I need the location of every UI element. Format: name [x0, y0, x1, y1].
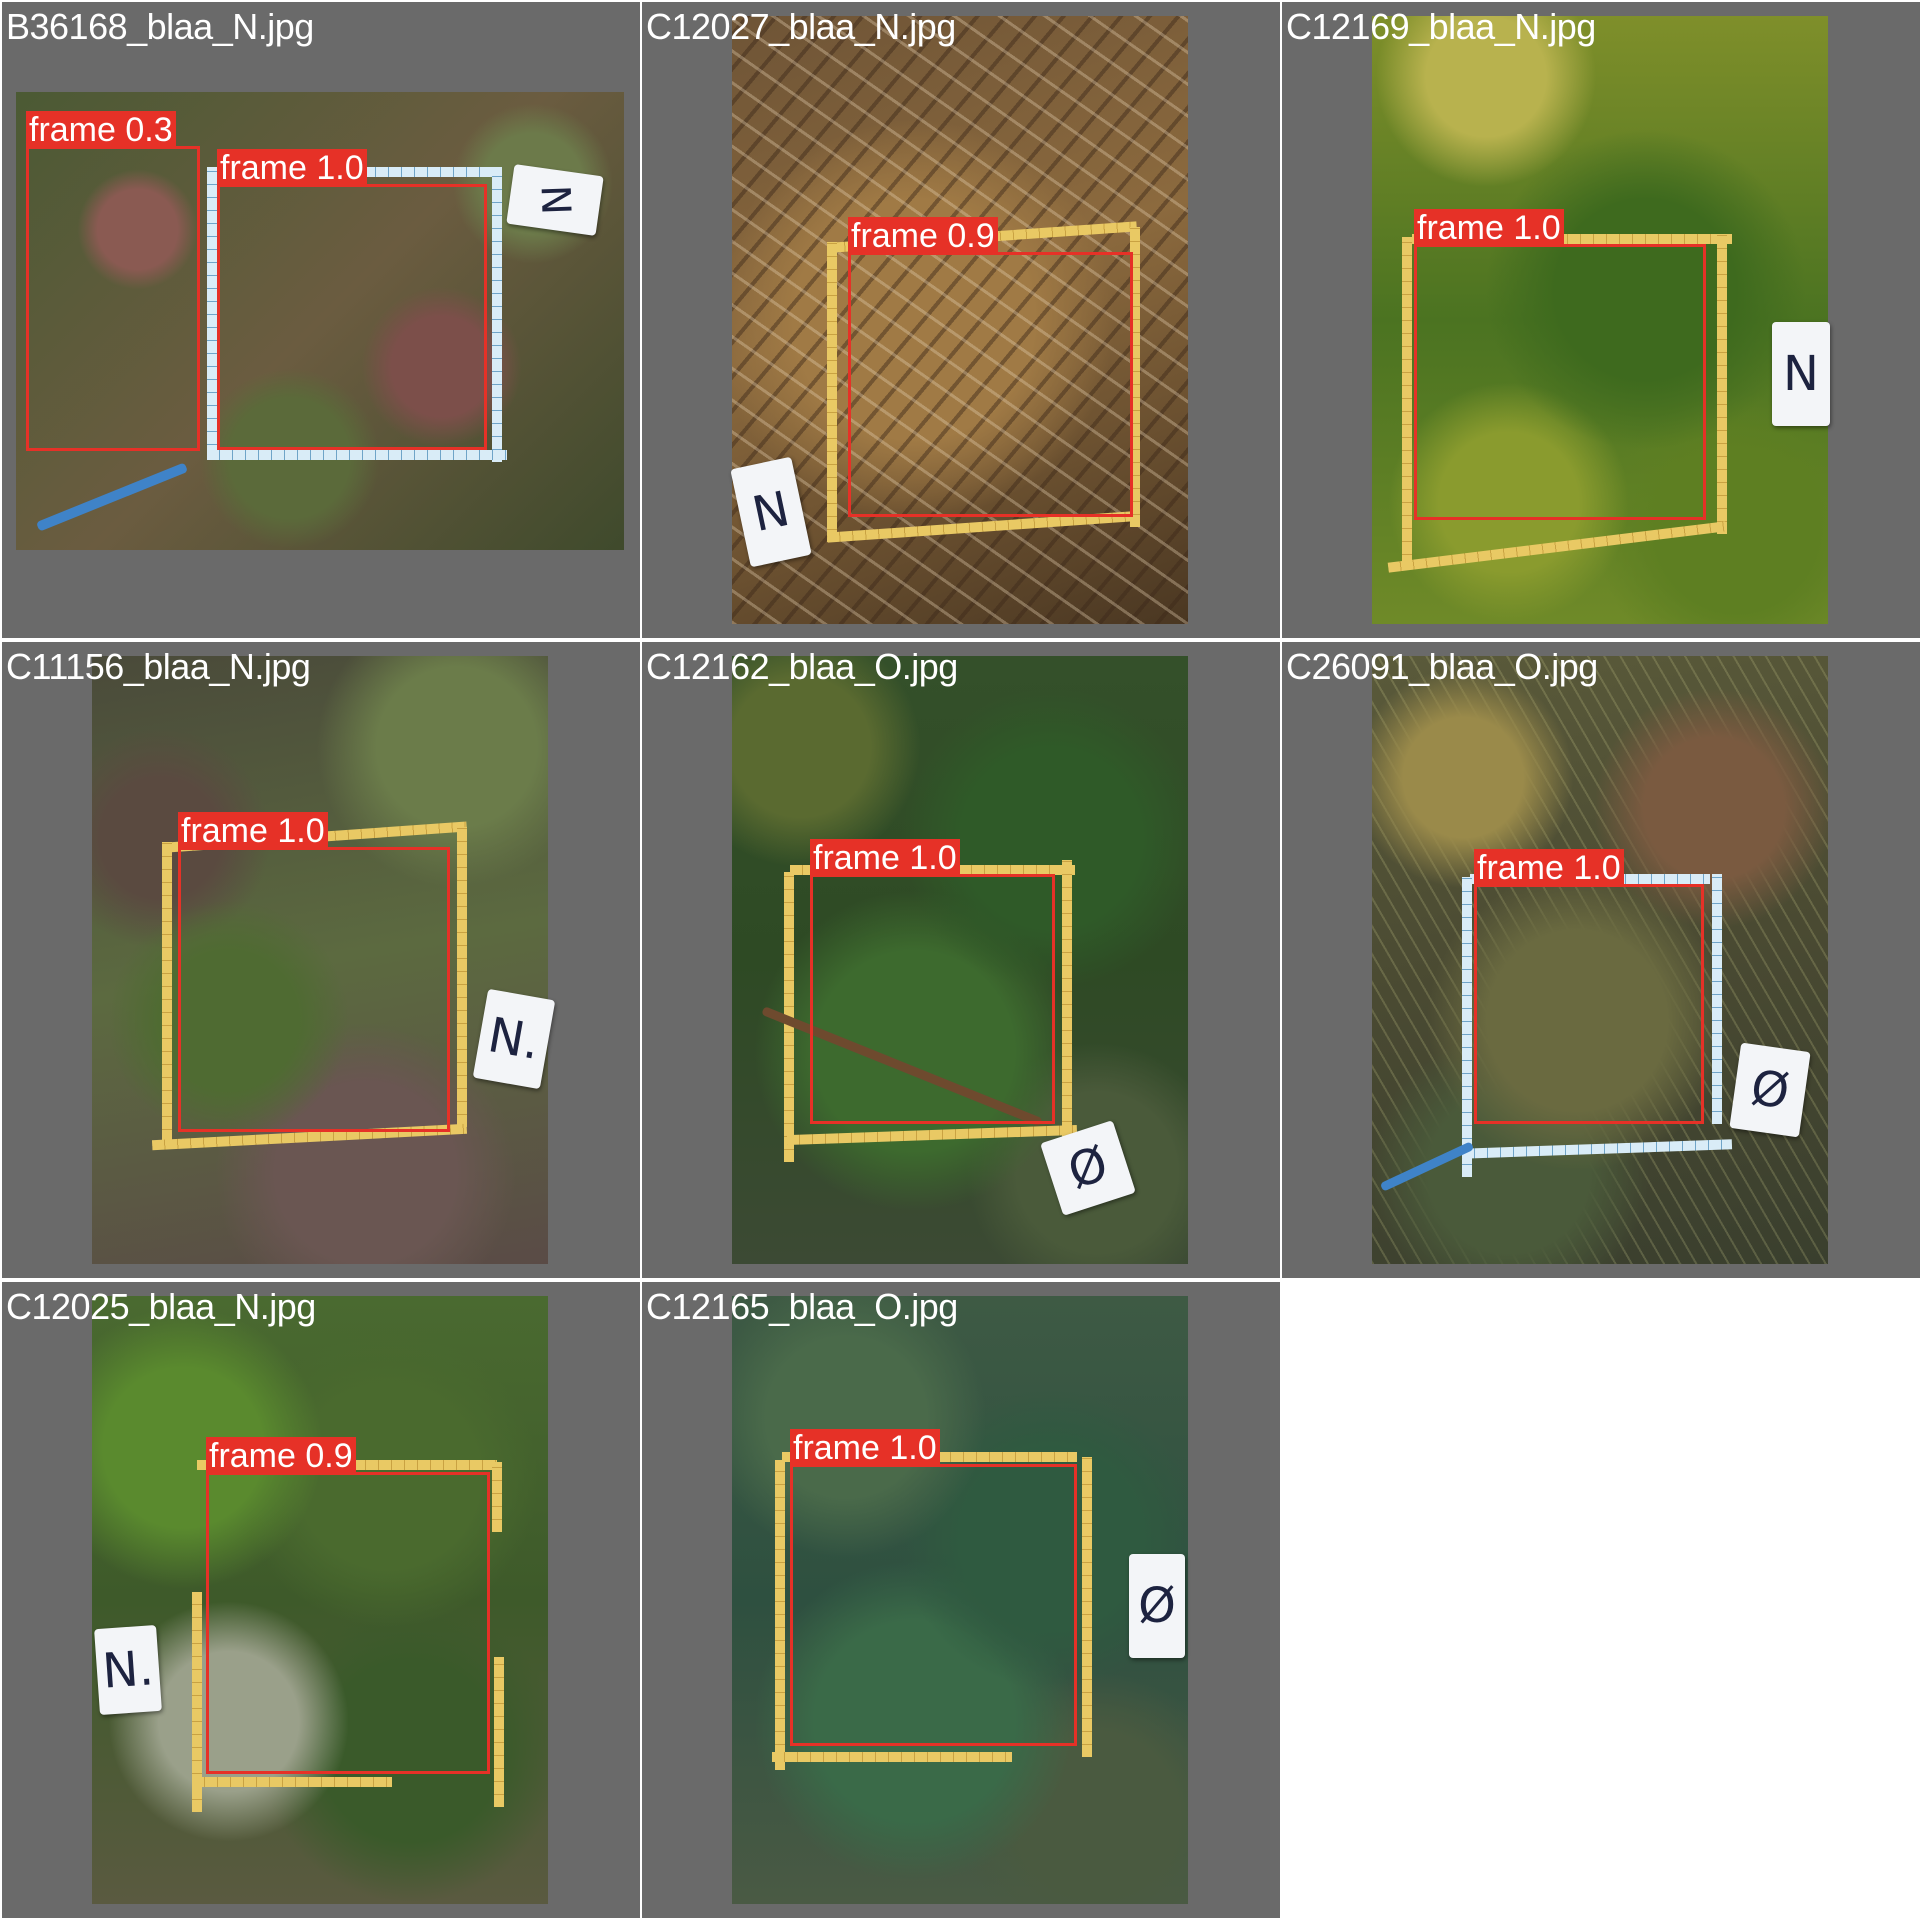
- detection-label: frame 1.0: [1414, 209, 1564, 247]
- result-cell: Ø frame 1.0 C12165_blaa_O.jpg: [642, 1282, 1280, 1918]
- marker-text: N: [747, 480, 795, 544]
- measuring-rule: [1462, 877, 1472, 1177]
- detection-box: frame 1.0: [1414, 209, 1706, 520]
- direction-marker-card: Ø: [1729, 1042, 1811, 1138]
- detection-box: frame 0.9: [206, 1437, 490, 1774]
- field-photo: [92, 1296, 548, 1904]
- direction-marker-card: Ø: [1129, 1554, 1185, 1658]
- measuring-rule: [772, 1752, 1012, 1762]
- detection-label: frame 1.0: [810, 839, 960, 877]
- result-cell: N frame 0.9 C12027_blaa_N.jpg: [642, 2, 1280, 638]
- direction-marker-card: N: [506, 164, 604, 236]
- measuring-rule: [1062, 860, 1072, 1160]
- result-cell: Ø frame 1.0 C12162_blaa_O.jpg: [642, 642, 1280, 1278]
- field-photo: [1372, 656, 1828, 1264]
- field-photo: [1372, 16, 1828, 624]
- result-cell: Ø frame 1.0 C26091_blaa_O.jpg: [1282, 642, 1920, 1278]
- detection-label: frame 0.9: [848, 217, 998, 255]
- result-cell: N. frame 1.0 C11156_blaa_N.jpg: [2, 642, 640, 1278]
- detection-label: frame 0.9: [206, 1437, 356, 1475]
- measuring-rule: [457, 827, 467, 1127]
- detection-box: frame 1.0: [217, 149, 487, 450]
- detection-box: frame 1.0: [790, 1429, 1077, 1746]
- image-filename: C11156_blaa_N.jpg: [6, 646, 311, 687]
- detection-label: frame 1.0: [217, 149, 367, 187]
- measuring-rule: [492, 167, 502, 462]
- measuring-rule: [1712, 874, 1722, 1124]
- marker-text: N.: [483, 1006, 545, 1072]
- measuring-rule: [1082, 1457, 1092, 1757]
- marker-text: N: [1783, 346, 1819, 402]
- direction-marker-card: N.: [94, 1624, 162, 1716]
- detection-box: frame 1.0: [1474, 849, 1704, 1124]
- empty-cell: [1282, 1282, 1920, 1918]
- marker-text: N.: [100, 1640, 156, 1700]
- measuring-rule: [1130, 227, 1140, 527]
- image-filename: C12169_blaa_N.jpg: [1286, 6, 1596, 47]
- detection-box: frame 0.3: [26, 111, 200, 451]
- detection-label: frame 1.0: [790, 1429, 940, 1467]
- direction-marker-card: N: [1772, 322, 1830, 426]
- measuring-rule: [494, 1657, 504, 1807]
- detection-label: frame 1.0: [1474, 849, 1624, 887]
- marker-text: Ø: [1138, 1578, 1176, 1634]
- measuring-rule: [492, 1462, 502, 1532]
- measuring-rule: [1412, 234, 1732, 244]
- measuring-rule: [1402, 237, 1412, 567]
- detection-label: frame 1.0: [178, 812, 328, 850]
- measuring-rule: [1717, 234, 1727, 534]
- marker-text: N: [531, 184, 579, 216]
- image-filename: C12025_blaa_N.jpg: [6, 1286, 316, 1327]
- image-filename: B36168_blaa_N.jpg: [6, 6, 314, 47]
- result-cell: N. frame 0.9 C12025_blaa_N.jpg: [2, 1282, 640, 1918]
- image-filename: C12165_blaa_O.jpg: [646, 1286, 958, 1327]
- measuring-rule: [775, 1460, 785, 1770]
- field-photo: [732, 1296, 1188, 1904]
- measuring-rule: [207, 450, 507, 460]
- detection-box: frame 0.9: [848, 217, 1133, 517]
- detection-label: frame 0.3: [26, 111, 176, 149]
- measuring-rule: [827, 242, 837, 542]
- image-filename: C12027_blaa_N.jpg: [646, 6, 956, 47]
- marker-text: Ø: [1747, 1059, 1793, 1121]
- measuring-rule: [207, 167, 217, 457]
- result-cell: N frame 1.0 C12169_blaa_N.jpg: [1282, 2, 1920, 638]
- measuring-rule: [192, 1777, 392, 1787]
- image-filename: C26091_blaa_O.jpg: [1286, 646, 1598, 687]
- image-filename: C12162_blaa_O.jpg: [646, 646, 958, 687]
- result-cell: N frame 0.3 frame 1.0 B36168_blaa_N.jpg: [2, 2, 640, 638]
- measuring-rule: [162, 842, 172, 1142]
- marker-text: Ø: [1061, 1135, 1115, 1201]
- detection-box: frame 1.0: [178, 812, 450, 1132]
- measuring-rule: [192, 1592, 202, 1812]
- detection-box: frame 1.0: [810, 839, 1055, 1124]
